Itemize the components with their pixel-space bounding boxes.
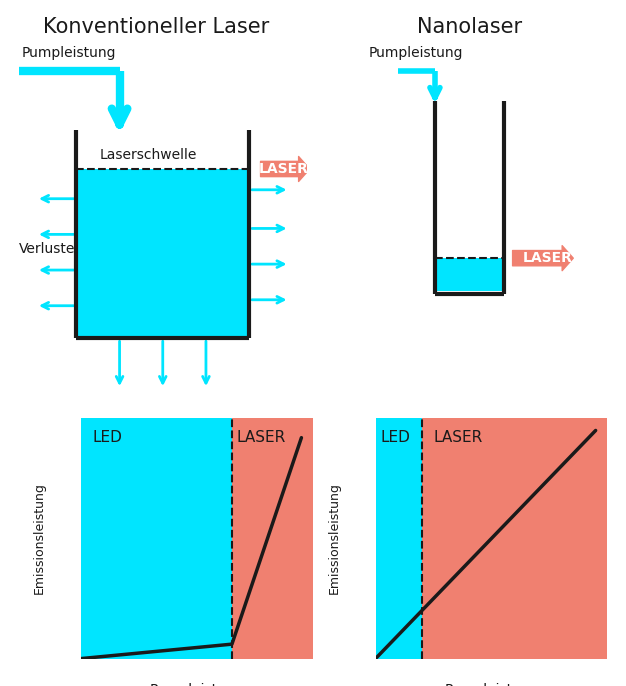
Text: LED: LED [93, 431, 123, 445]
FancyArrowPatch shape [260, 156, 310, 182]
Text: Emissionsleistung: Emissionsleistung [33, 482, 46, 595]
Text: Pumpleistung: Pumpleistung [150, 683, 244, 686]
Text: LASER: LASER [259, 162, 309, 176]
Bar [232, 418, 313, 659]
Bar [376, 418, 422, 659]
Text: Emissionsleistung: Emissionsleistung [327, 482, 341, 595]
Bar [437, 258, 502, 292]
Text: LASER: LASER [522, 251, 572, 265]
Text: Laserschwelle: Laserschwelle [100, 147, 197, 162]
Bar [78, 169, 248, 337]
Bar [422, 418, 607, 659]
Text: LASER: LASER [237, 431, 286, 445]
Bar [81, 418, 232, 659]
Text: LED: LED [380, 431, 410, 445]
Text: Konventioneller Laser: Konventioneller Laser [43, 17, 270, 37]
Text: Pumpleistung: Pumpleistung [22, 47, 116, 60]
Text: Nanolaser: Nanolaser [417, 17, 522, 37]
Text: Pumpleistung: Pumpleistung [444, 683, 538, 686]
FancyArrowPatch shape [513, 246, 573, 271]
Text: LASER: LASER [433, 431, 483, 445]
Text: Verluste: Verluste [19, 242, 75, 257]
Text: Pumpleistung: Pumpleistung [369, 47, 463, 60]
